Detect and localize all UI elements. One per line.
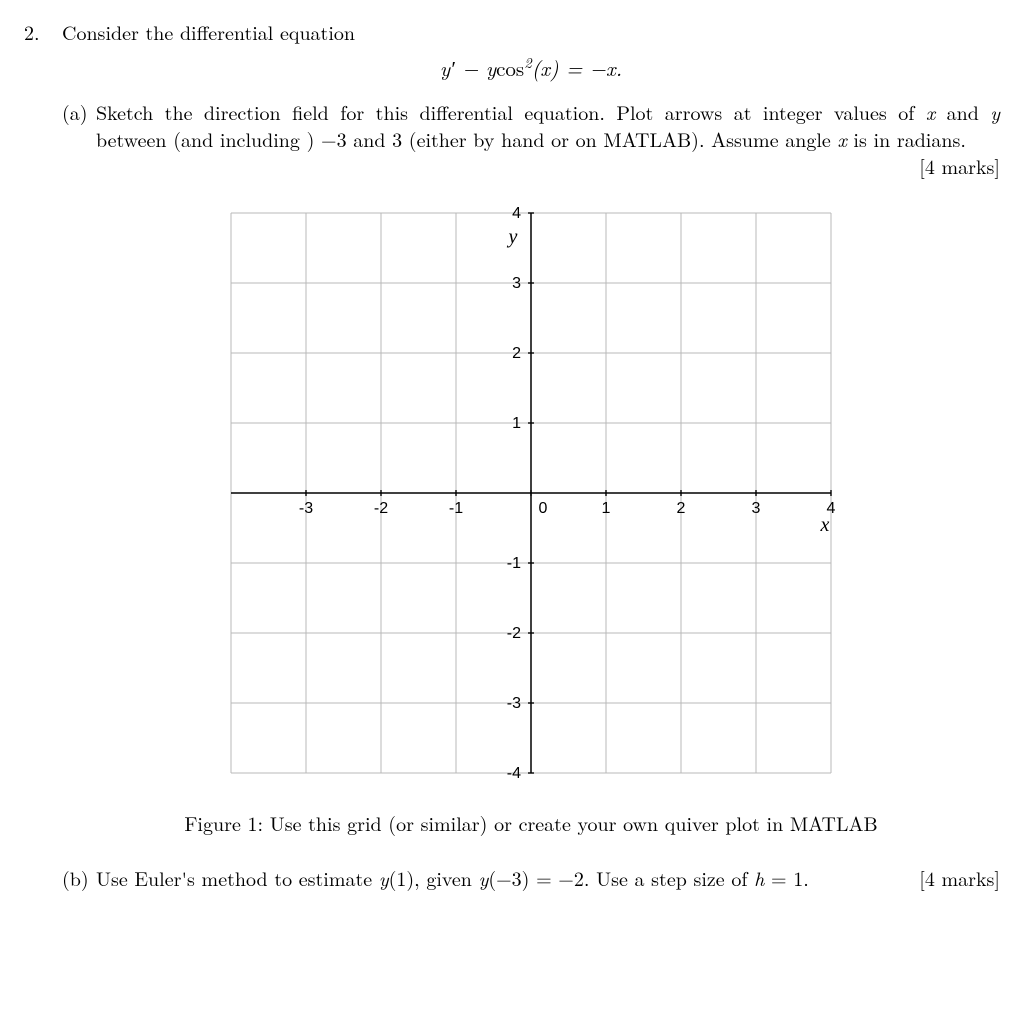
svg-text:3: 3 bbox=[512, 275, 521, 292]
part-a-marks: [4 marks] bbox=[919, 152, 1000, 179]
problem: 2. Consider the differential equation y′… bbox=[24, 18, 1000, 901]
svg-text:2: 2 bbox=[512, 345, 521, 362]
part-b-marks: [4 marks] bbox=[919, 864, 1000, 891]
problem-body: Consider the differential equation y′ − … bbox=[62, 18, 1000, 901]
svg-text:2: 2 bbox=[677, 500, 686, 517]
equation: y′ − ycos2(x) = −x. bbox=[62, 53, 1000, 82]
svg-text:-4: -4 bbox=[507, 765, 521, 782]
part-a-label: (a) bbox=[62, 98, 96, 179]
part-a-text: Sketch the direction field for this diff… bbox=[96, 98, 1000, 179]
svg-text:-1: -1 bbox=[449, 500, 463, 517]
svg-text:3: 3 bbox=[752, 500, 761, 517]
figure-caption: Figure 1: Use this grid (or similar) or … bbox=[62, 809, 1000, 836]
svg-text:4: 4 bbox=[512, 205, 521, 222]
part-b: (b) Use Euler's method to estimate y(1),… bbox=[62, 864, 1000, 891]
part-a: (a) Sketch the direction field for this … bbox=[62, 98, 1000, 179]
svg-text:0: 0 bbox=[539, 500, 548, 517]
grid-chart: -3-2-101234-4-3-2-11234xy bbox=[201, 193, 861, 793]
part-b-label: (b) bbox=[62, 864, 96, 891]
svg-text:-1: -1 bbox=[507, 555, 521, 572]
svg-text:x: x bbox=[820, 514, 830, 536]
figure: -3-2-101234-4-3-2-11234xy bbox=[62, 193, 1000, 793]
intro-text: Consider the differential equation bbox=[62, 18, 1000, 45]
svg-text:-3: -3 bbox=[299, 500, 313, 517]
svg-text:-3: -3 bbox=[507, 695, 521, 712]
svg-text:1: 1 bbox=[602, 500, 611, 517]
part-b-text: Use Euler's method to estimate y(1), giv… bbox=[96, 864, 1000, 891]
svg-text:y: y bbox=[507, 226, 518, 248]
svg-text:1: 1 bbox=[512, 415, 521, 432]
problem-number: 2. bbox=[24, 18, 62, 901]
svg-text:-2: -2 bbox=[507, 625, 521, 642]
svg-text:-2: -2 bbox=[374, 500, 388, 517]
